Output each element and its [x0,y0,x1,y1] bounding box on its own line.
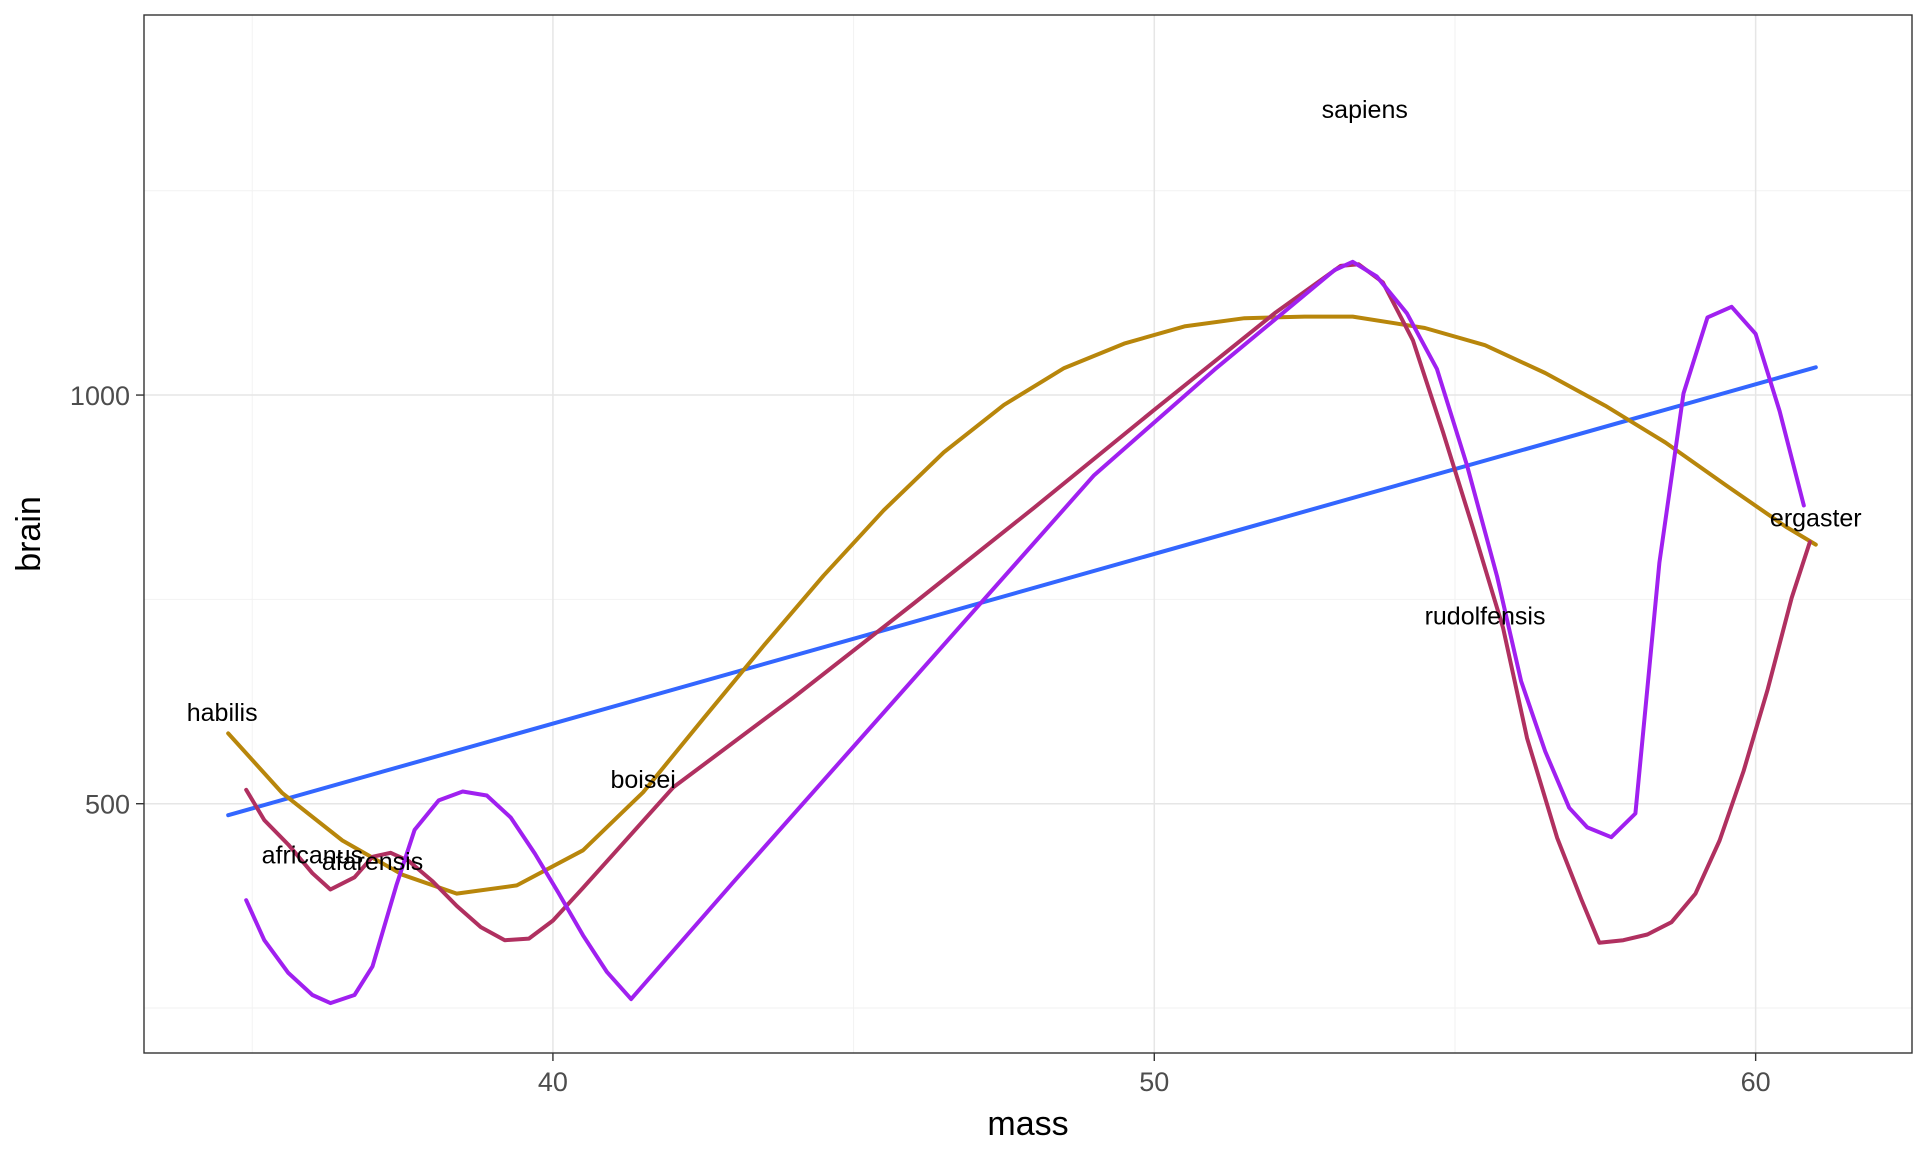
axis-ticks: 40 50 60 500 1000 [70,381,1771,1097]
series-line-1 [226,365,1818,818]
x-axis-title: mass [987,1105,1068,1143]
point-label-ergaster: ergaster [1770,505,1862,533]
y-tick-label: 500 [85,790,130,820]
y-tick-label: 1000 [70,381,130,411]
point-label-boisei: boisei [610,766,675,794]
x-tick-label: 40 [538,1067,568,1097]
x-tick-label: 60 [1741,1067,1771,1097]
point-label-rudolfensis: rudolfensis [1425,603,1546,631]
series-line-3 [244,262,1812,945]
point-label-habilis: habilis [187,699,258,727]
plot-panel [144,15,1912,1053]
grid-lines [144,15,1912,1053]
plot-panel-border [143,14,1913,1054]
point-label-sapiens: sapiens [1322,96,1408,124]
x-tick-label: 50 [1139,1067,1169,1097]
point-label-afarensis: afarensis [322,848,423,876]
point-label-africanus: africanus [262,841,363,869]
series-lines [226,259,1818,1006]
y-axis-title: brain [10,496,48,572]
series-line-2 [226,314,1818,896]
series-line-4 [244,259,1806,1006]
